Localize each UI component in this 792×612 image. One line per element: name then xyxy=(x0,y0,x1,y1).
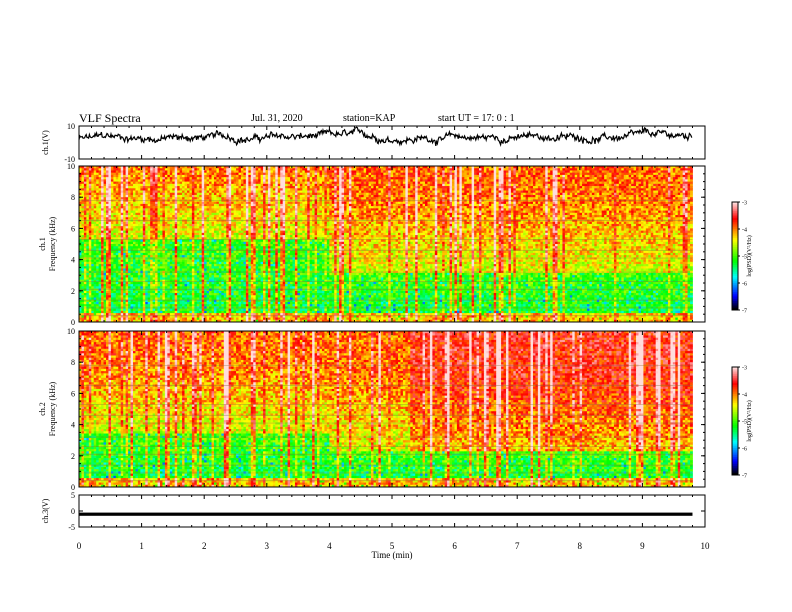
y-tick-label: 0 xyxy=(71,507,75,516)
x-tick-label: 6 xyxy=(452,541,457,551)
x-tick-label: 1 xyxy=(139,541,144,551)
y-axis-label: Frequency (kHz) xyxy=(48,216,57,271)
colorbar-tick-label: -7 xyxy=(742,474,747,480)
panel-frame xyxy=(79,495,705,527)
ch3-waveform xyxy=(79,513,692,516)
y-tick-label: 2 xyxy=(71,287,75,296)
y-tick-label: 6 xyxy=(71,224,75,233)
y-axis-label: ch.2 xyxy=(38,402,47,416)
ch1-waveform xyxy=(79,127,692,146)
x-tick-label: 7 xyxy=(515,541,520,551)
y-tick-label: 10 xyxy=(67,122,75,131)
y-tick-label: 10 xyxy=(67,327,75,336)
colorbar-label: log(PSD)(V²/Hz) xyxy=(746,235,753,276)
x-tick-label: 0 xyxy=(77,541,82,551)
x-tick-label: 8 xyxy=(578,541,583,551)
y-tick-label: 10 xyxy=(67,162,75,171)
x-tick-label: 10 xyxy=(701,541,711,551)
colorbar-tick-label: -4 xyxy=(742,228,747,234)
y-tick-label: 4 xyxy=(71,256,75,265)
y-axis-label: ch.1 xyxy=(38,237,47,251)
colorbar-tick-label: -4 xyxy=(742,393,747,399)
x-tick-label: 4 xyxy=(327,541,332,551)
y-tick-label: -5 xyxy=(68,523,75,532)
y-tick-label: 0 xyxy=(71,318,75,327)
y-tick-label: 8 xyxy=(71,358,75,367)
colorbar-tick-label: -3 xyxy=(742,366,747,372)
colorbar-tick-label: -7 xyxy=(742,309,747,315)
x-tick-label: 9 xyxy=(640,541,645,551)
y-tick-label: 6 xyxy=(71,389,75,398)
y-tick-label: 2 xyxy=(71,452,75,461)
colorbar-ch1 xyxy=(732,202,738,311)
x-axis-label: Time (min) xyxy=(372,550,413,560)
y-tick-label: 4 xyxy=(71,421,75,430)
colorbar-tick-label: -6 xyxy=(742,447,747,453)
y-axis-label: ch.1(V) xyxy=(41,130,50,155)
x-tick-label: 2 xyxy=(202,541,207,551)
colorbar-ch2 xyxy=(732,367,738,476)
y-tick-label: 5 xyxy=(71,491,75,500)
y-axis-label: Frequency (kHz) xyxy=(48,381,57,436)
x-tick-label: 3 xyxy=(265,541,270,551)
y-axis-label: ch.3(V) xyxy=(41,498,50,523)
colorbar-tick-label: -6 xyxy=(742,282,747,288)
colorbar-label: log(PSD)(V²/Hz) xyxy=(746,400,753,441)
colorbar-tick-label: -3 xyxy=(742,201,747,207)
y-tick-label: 8 xyxy=(71,193,75,202)
spectrogram-ch1 xyxy=(79,166,693,322)
spectrogram-ch2 xyxy=(79,331,693,487)
